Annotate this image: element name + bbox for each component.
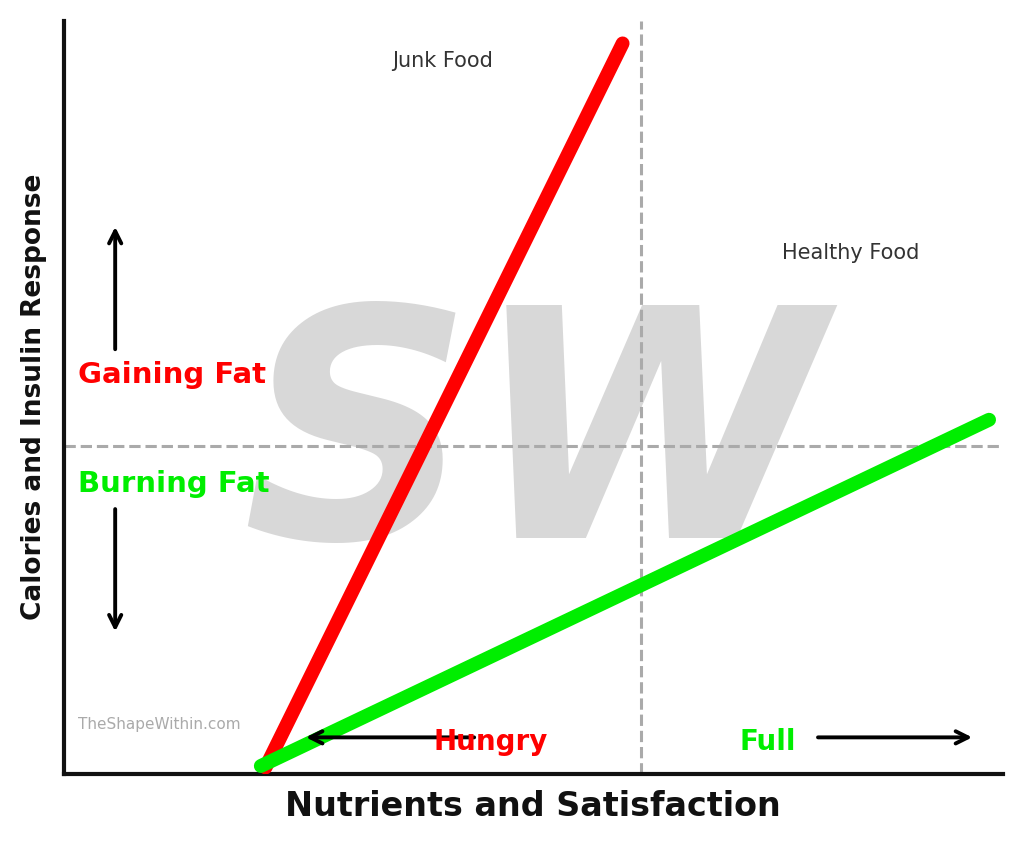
Text: Burning Fat: Burning Fat [78, 470, 269, 498]
Text: Junk Food: Junk Food [392, 51, 494, 71]
Text: SW: SW [242, 295, 824, 604]
Text: Full: Full [740, 728, 797, 756]
Text: Gaining Fat: Gaining Fat [78, 360, 265, 388]
Text: Hungry: Hungry [434, 728, 548, 756]
Text: Healthy Food: Healthy Food [782, 243, 920, 262]
Y-axis label: Calories and Insulin Response: Calories and Insulin Response [20, 174, 47, 620]
Text: TheShapeWithin.com: TheShapeWithin.com [78, 717, 241, 732]
X-axis label: Nutrients and Satisfaction: Nutrients and Satisfaction [286, 790, 781, 823]
